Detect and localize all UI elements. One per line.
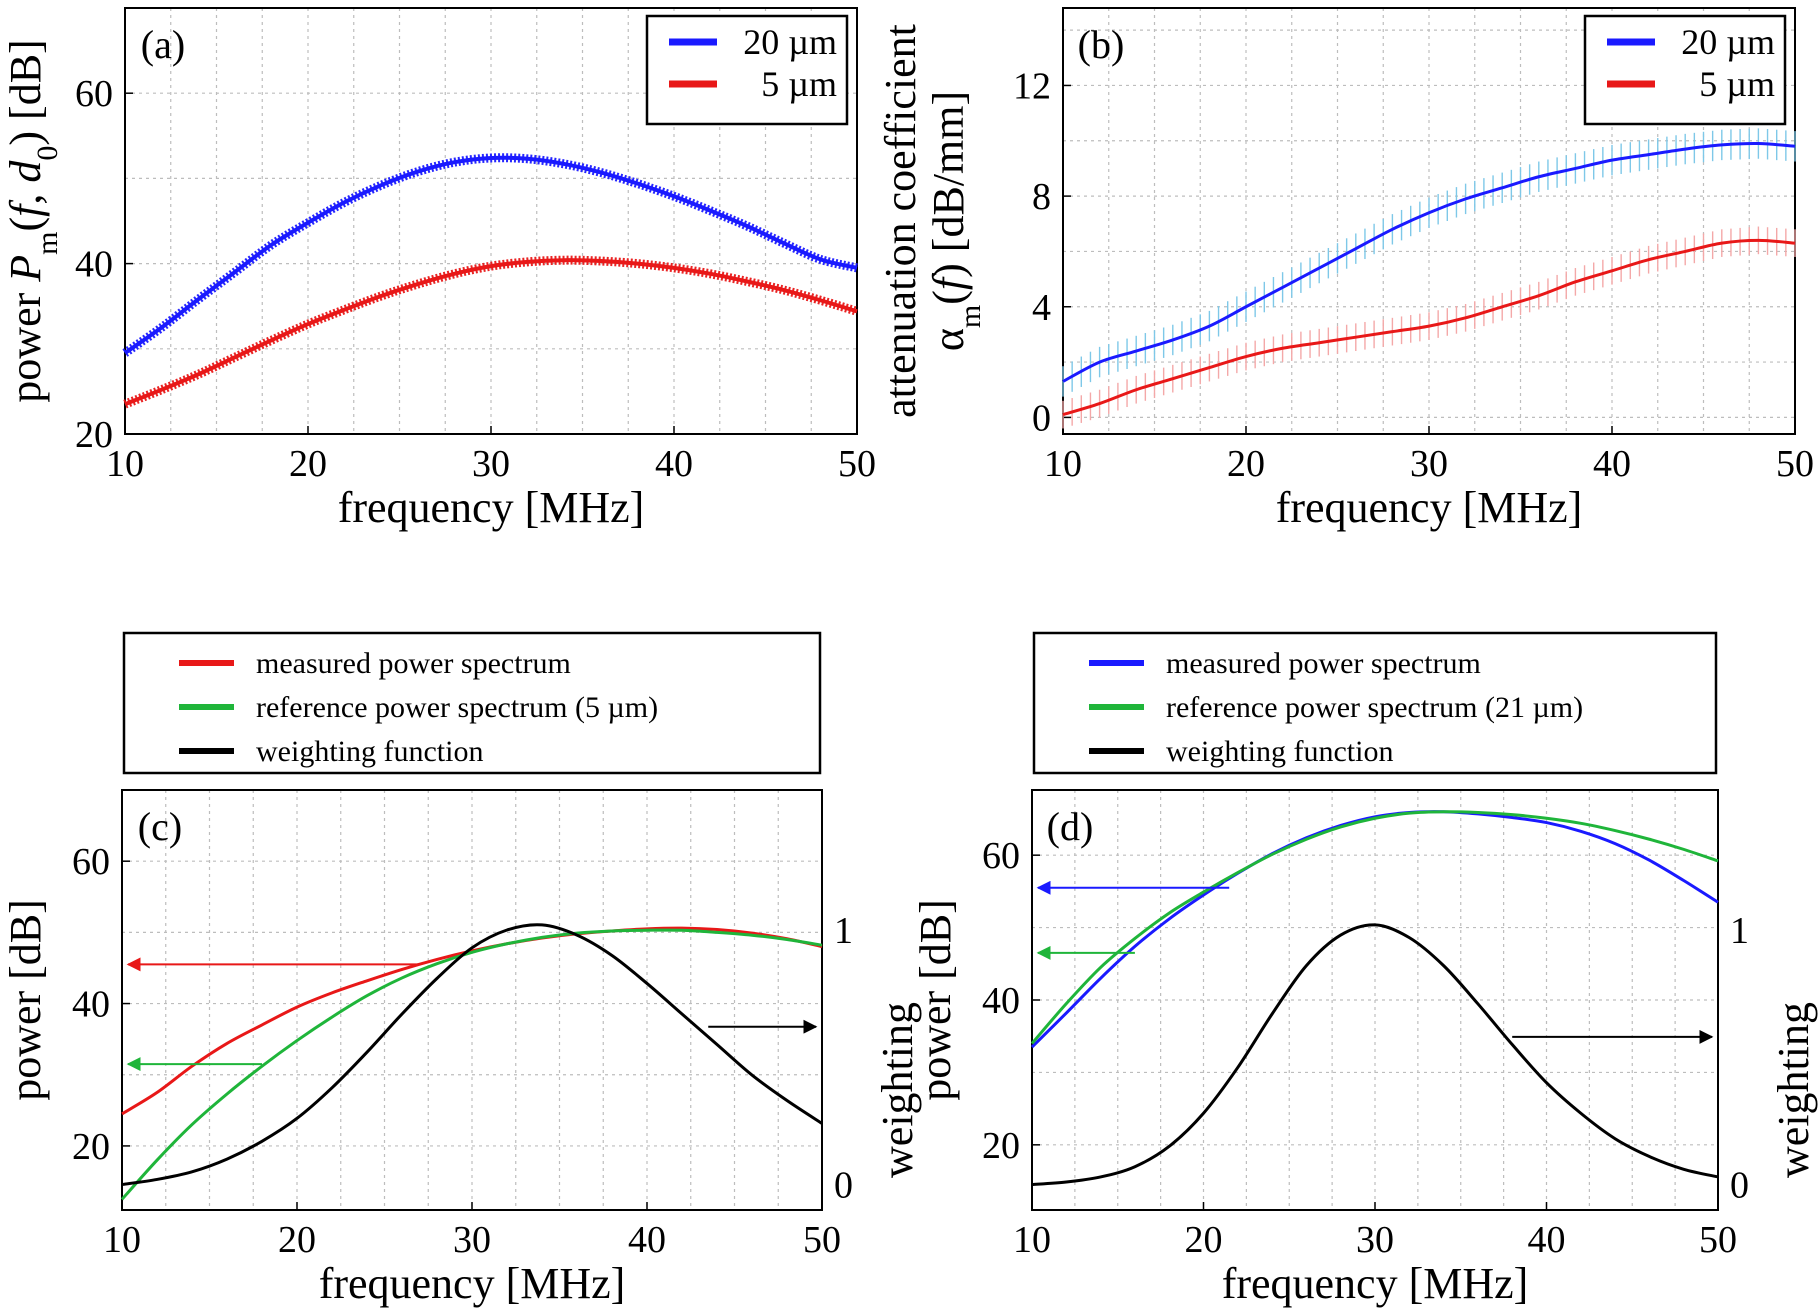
label-part: ( <box>1 217 50 232</box>
x-axis-label: frequency [MHz] <box>319 1259 626 1308</box>
panel-label: (b) <box>1078 22 1125 67</box>
x-tick-label: 50 <box>1699 1219 1737 1261</box>
x-axis-label: frequency [MHz] <box>338 483 645 532</box>
y-axis-label: power Pm(f, d0) [dB] <box>1 39 64 402</box>
label-part: power <box>1 282 50 403</box>
x-tick-label: 20 <box>278 1219 316 1261</box>
y-axis-label-line1: attenuation coefficient <box>876 24 925 418</box>
y-tick-label: 20 <box>72 1126 110 1168</box>
x-tick-label: 30 <box>453 1219 491 1261</box>
y-tick-label: 0 <box>1032 397 1051 439</box>
x-tick-label: 50 <box>1776 443 1814 485</box>
x-tick-label: 30 <box>1356 1219 1394 1261</box>
label-part: , <box>1 183 50 205</box>
panel-d: 10 20 30 40 50 20 40 60 0 1 frequency [MHz] power [… <box>911 631 1818 1308</box>
y-right-tick-label: 0 <box>834 1165 853 1207</box>
y-tick-label: 60 <box>72 841 110 883</box>
x-tick-label: 10 <box>1044 443 1082 485</box>
label-part: α <box>924 328 973 351</box>
label-part: ) [dB] <box>1 39 50 145</box>
label-part: m <box>31 232 64 255</box>
y-right-axis-label: weighting <box>1769 1002 1818 1178</box>
y-axis-label: power [dB] <box>1 899 50 1101</box>
y-tick-label: 40 <box>982 980 1020 1022</box>
series-line-2 <box>121 923 823 1187</box>
series-line-core-1 <box>124 258 858 407</box>
x-tick-label: 40 <box>655 443 693 485</box>
x-tick-label: 40 <box>1593 443 1631 485</box>
legend-label: 5 µm <box>1699 64 1775 104</box>
label-part: P <box>1 255 50 283</box>
legend-label: weighting function <box>1166 735 1393 768</box>
y-tick-label: 60 <box>75 73 113 115</box>
series-line-core-0 <box>123 155 858 355</box>
legend-label: weighting function <box>256 735 483 768</box>
x-axis-label: frequency [MHz] <box>1222 1259 1529 1308</box>
panel-c: 10 20 30 40 50 20 40 60 0 1 frequency [MHz] power [… <box>1 631 922 1308</box>
series-line-1 <box>1030 810 1719 1045</box>
legend-label: reference power spectrum (5 µm) <box>256 691 658 724</box>
label-part: m <box>954 305 987 328</box>
panel-label: (d) <box>1047 804 1094 849</box>
label-part: 0 <box>31 146 64 161</box>
y-tick-label: 12 <box>1013 65 1051 107</box>
panel-label: (a) <box>141 22 185 67</box>
x-tick-label: 20 <box>1227 443 1265 485</box>
series-line-1 <box>1062 238 1796 417</box>
series-line-2 <box>1031 923 1719 1187</box>
x-tick-label: 10 <box>1013 1219 1051 1261</box>
legend-box <box>645 14 849 126</box>
x-tick-label: 30 <box>472 443 510 485</box>
y-axis-label-line2: αm(f) [dB/mm] <box>924 91 987 351</box>
y-right-tick-label: 1 <box>834 910 853 952</box>
label-part: d <box>1 160 50 183</box>
y-right-tick-label: 0 <box>1730 1165 1749 1207</box>
y-tick-label: 60 <box>982 835 1020 877</box>
panel-label: (c) <box>138 804 182 849</box>
y-tick-label: 20 <box>75 414 113 456</box>
x-tick-label: 40 <box>628 1219 666 1261</box>
x-tick-label: 10 <box>106 443 144 485</box>
panel-b: 10 20 30 40 50 0 4 8 12 frequency [MHz] attenuatio… <box>876 7 1814 532</box>
x-tick-label: 50 <box>838 443 876 485</box>
legend-label: 20 µm <box>1681 22 1775 62</box>
legend-label: measured power spectrum <box>256 647 571 680</box>
y-tick-label: 20 <box>982 1125 1020 1167</box>
y-right-tick-label: 1 <box>1730 910 1749 952</box>
legend-label: reference power spectrum (21 µm) <box>1166 691 1583 724</box>
label-part: ) [dB/mm] <box>924 91 973 278</box>
y-tick-label: 8 <box>1032 176 1051 218</box>
legend-box <box>1583 14 1787 126</box>
y-axis-label: power [dB] <box>911 899 960 1101</box>
x-tick-label: 40 <box>1528 1219 1566 1261</box>
legend-box <box>1032 631 1718 775</box>
x-tick-label: 20 <box>289 443 327 485</box>
legend-label: 5 µm <box>761 64 837 104</box>
x-tick-label: 30 <box>1410 443 1448 485</box>
series-line-1 <box>120 928 823 1201</box>
errorbars-1 <box>1062 226 1796 429</box>
x-axis-label: frequency [MHz] <box>1276 483 1583 532</box>
x-tick-label: 10 <box>103 1219 141 1261</box>
series-line-0 <box>1062 142 1796 383</box>
x-tick-label: 20 <box>1185 1219 1223 1261</box>
y-tick-label: 4 <box>1032 287 1051 329</box>
x-tick-label: 50 <box>803 1219 841 1261</box>
y-tick-label: 40 <box>72 984 110 1026</box>
y-tick-label: 40 <box>75 244 113 286</box>
y-right-axis-label: weighting <box>873 1002 922 1178</box>
label-part: ( <box>924 290 973 305</box>
legend-label: 20 µm <box>743 22 837 62</box>
legend-box <box>122 631 822 775</box>
legend-label: measured power spectrum <box>1166 647 1481 680</box>
